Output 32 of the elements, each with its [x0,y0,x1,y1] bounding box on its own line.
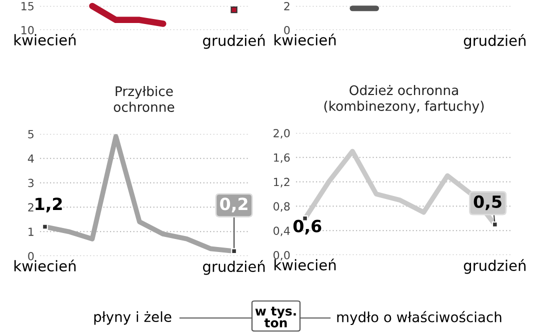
text: w tys. ton [255,306,296,328]
y-tick-label: 15 [22,2,34,10]
chart-title: Przyłbice ochronne [114,86,174,112]
y-tick-label: 0 [28,252,34,260]
y-tick-label: 0,4 [274,226,290,236]
x-tick-label: kwiecień [274,34,336,46]
y-tick-label: 1,6 [274,153,290,163]
y-tick-label: 1 [28,228,34,236]
y-tick-label: 0,0 [274,250,290,261]
data-label: 0,6 [293,220,322,235]
x-tick-label: grudzień [464,259,526,274]
y-tick-label: 1,2 [274,178,290,188]
y-tick-label: 2 [284,2,290,10]
y-tick-label: 10 [22,26,34,34]
x-tick-label: kwiecień [14,260,76,272]
x-tick-label: grudzień [203,260,265,275]
x-tick-label: grudzień [464,34,526,49]
x-tick-label: grudzień [203,34,265,49]
text: mydło o właściwościach [337,311,502,325]
text: płyny i żele [94,311,172,325]
y-tick-label: 3 [28,178,34,188]
y-tick-label: 4 [28,154,34,163]
x-tick-label: kwiecień [274,258,336,270]
x-tick-label: kwiecień [14,34,76,46]
y-tick-label: 2,0 [274,128,290,139]
data-label: 0,5 [474,195,502,210]
y-tick-label: 0 [284,26,290,34]
y-tick-label: 2 [28,203,34,212]
y-tick-label: 0,8 [274,202,290,212]
y-tick-label: 5 [28,130,34,138]
chart-title: Odzież ochronna (kombinezony, fartuchy) [324,84,484,114]
data-label: 0,2 [220,198,248,212]
